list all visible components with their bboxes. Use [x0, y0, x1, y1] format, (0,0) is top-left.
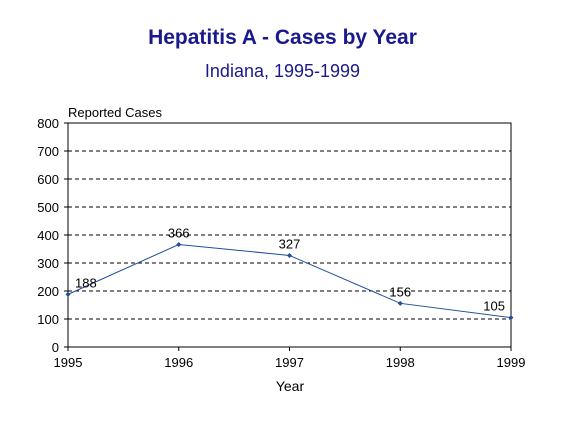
y-tick-label: 400 — [37, 228, 59, 243]
x-axis-ticks: 1995 1996 1997 1998 1999 — [54, 347, 526, 370]
data-label: 156 — [389, 284, 411, 299]
data-point — [508, 315, 514, 321]
chart-subtitle: Indiana, 1995-1999 — [204, 61, 361, 81]
data-points — [65, 242, 514, 321]
data-point — [287, 252, 292, 258]
gridlines — [68, 150, 511, 320]
x-tick-label: 1999 — [497, 355, 526, 370]
y-tick-label: 200 — [37, 284, 59, 299]
data-label: 366 — [168, 226, 190, 241]
y-axis-ticks: 0 100 200 300 400 500 600 700 800 — [37, 116, 68, 355]
y-tick-label: 600 — [37, 172, 59, 187]
data-point — [65, 291, 71, 297]
y-tick-label: 100 — [37, 312, 59, 327]
x-tick-label: 1996 — [164, 355, 193, 370]
x-tick-label: 1997 — [275, 355, 304, 370]
x-tick-label: 1998 — [386, 355, 415, 370]
data-label: 327 — [279, 236, 301, 251]
y-tick-label: 700 — [37, 144, 59, 159]
data-point — [176, 242, 182, 248]
y-axis-label: Reported Cases — [68, 105, 162, 120]
chart-title: Hepatitis A - Cases by Year — [148, 26, 417, 49]
y-tick-label: 500 — [37, 200, 59, 215]
x-tick-label: 1995 — [54, 355, 83, 370]
data-label: 188 — [75, 275, 97, 290]
x-axis-label: Year — [276, 378, 305, 394]
data-label: 105 — [483, 299, 505, 314]
data-labels: 188 366 327 156 105 — [75, 226, 505, 314]
y-tick-label: 800 — [37, 116, 59, 131]
data-point — [397, 300, 403, 306]
y-tick-label: 300 — [37, 256, 59, 271]
y-tick-label: 0 — [52, 340, 59, 355]
